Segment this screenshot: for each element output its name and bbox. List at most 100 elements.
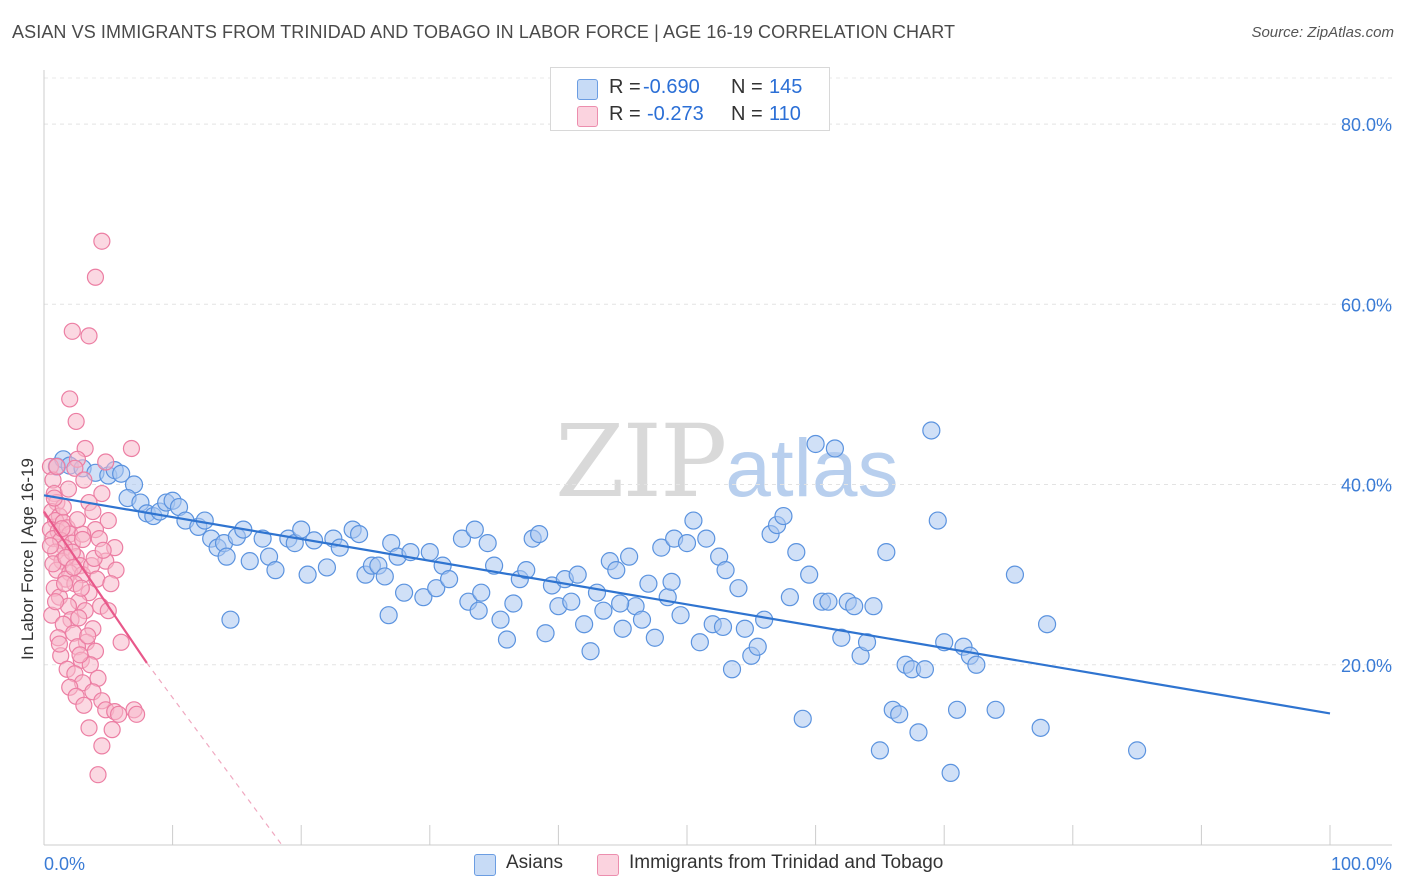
point-trinidad: [71, 646, 89, 664]
point-asians: [986, 700, 1005, 719]
point-asians: [941, 763, 960, 783]
point-asians: [697, 529, 716, 548]
point-trinidad: [93, 232, 111, 250]
point-trinidad: [102, 575, 120, 593]
tick-labels: 20.0% 40.0% 60.0% 80.0% 0.0% 100.0%: [44, 115, 1392, 874]
point-asians: [217, 547, 236, 566]
point-asians: [909, 723, 928, 742]
legend-n-value: 110: [769, 103, 801, 125]
point-asians: [439, 570, 459, 589]
point-trinidad: [99, 602, 117, 620]
legend-n-label: N =: [731, 76, 763, 98]
point-asians: [587, 583, 607, 602]
point-asians: [800, 565, 819, 584]
point-asians: [755, 610, 774, 629]
point-asians: [947, 700, 967, 719]
y-tick-label: 80.0%: [1341, 115, 1392, 135]
point-asians: [472, 583, 491, 602]
point-trinidad: [79, 627, 97, 645]
bottom-swatch-asians: [474, 854, 496, 876]
point-trinidad: [93, 484, 111, 503]
point-trinidad: [59, 480, 78, 498]
point-trinidad: [61, 390, 79, 408]
point-trinidad: [89, 766, 107, 784]
point-asians: [967, 655, 986, 674]
point-asians: [684, 511, 703, 530]
point-asians: [652, 538, 671, 557]
point-asians: [504, 594, 523, 613]
x-tick-label: 0.0%: [44, 854, 85, 874]
point-asians: [394, 583, 414, 602]
legend-r-value: -0.690: [643, 76, 700, 98]
y-tick-label: 40.0%: [1341, 476, 1392, 496]
point-asians: [890, 705, 909, 724]
point-asians: [594, 601, 613, 620]
point-asians: [253, 529, 272, 548]
point-asians: [870, 741, 890, 760]
point-asians: [478, 534, 497, 553]
point-trinidad: [46, 593, 65, 611]
legend-r-label: R =: [609, 76, 641, 98]
point-trinidad: [80, 719, 98, 737]
point-asians: [530, 524, 549, 544]
point-asians: [266, 561, 285, 580]
point-asians: [317, 558, 337, 577]
x-tick-label: 100.0%: [1331, 854, 1392, 874]
chart-title: ASIAN VS IMMIGRANTS FROM TRINIDAD AND TO…: [12, 22, 956, 42]
point-asians: [793, 709, 812, 728]
point-asians: [864, 597, 883, 616]
point-trinidad: [109, 705, 128, 723]
trend-lines: [43, 494, 1331, 846]
point-asians: [690, 633, 709, 652]
point-asians: [819, 592, 838, 611]
point-trinidad: [41, 537, 60, 555]
point-asians: [575, 615, 594, 634]
point-asians: [414, 588, 433, 607]
watermark-zip: ZIP: [555, 403, 727, 520]
legend-n-value: 145: [769, 76, 803, 98]
point-asians: [928, 511, 947, 530]
point-asians: [1037, 615, 1057, 634]
point-asians: [632, 610, 652, 629]
point-trinidad: [75, 696, 93, 714]
point-asians: [469, 601, 488, 620]
point-asians: [877, 543, 896, 562]
point-asians: [825, 439, 844, 458]
point-asians: [662, 572, 681, 591]
point-trinidad: [73, 530, 92, 549]
point-asians: [221, 610, 240, 629]
point-asians: [491, 610, 510, 629]
source-label: Source: ZipAtlas.com: [1251, 24, 1394, 41]
point-trinidad: [94, 541, 112, 559]
trend-line-asians: [43, 494, 1331, 715]
point-asians: [375, 567, 394, 586]
point-trinidad: [80, 327, 98, 345]
point-asians: [713, 617, 733, 637]
point-trinidad: [63, 322, 81, 340]
point-trinidad: [55, 575, 74, 593]
point-asians: [780, 588, 799, 607]
trend-line-trinidad: [43, 510, 148, 664]
point-asians: [716, 561, 735, 580]
point-trinidad: [112, 633, 130, 651]
point-trinidad: [97, 453, 115, 471]
point-asians: [465, 520, 484, 539]
point-asians: [581, 642, 600, 661]
y-axis-label: In Labor Force | Age 16-19: [18, 458, 37, 660]
point-asians: [639, 574, 658, 593]
point-asians: [735, 619, 754, 638]
point-trinidad: [81, 656, 99, 674]
legend-swatch-asians: [577, 79, 598, 100]
legend-swatch-trinidad: [577, 106, 598, 127]
axes: [43, 70, 1392, 846]
point-asians: [645, 628, 664, 647]
point-trinidad: [48, 457, 66, 476]
point-trinidad: [103, 721, 121, 739]
point-asians: [748, 637, 767, 656]
point-trinidad: [86, 268, 105, 286]
point-asians: [536, 624, 555, 643]
point-asians: [922, 421, 941, 440]
point-asians: [562, 592, 581, 611]
point-asians: [729, 579, 748, 598]
point-asians: [671, 606, 690, 625]
